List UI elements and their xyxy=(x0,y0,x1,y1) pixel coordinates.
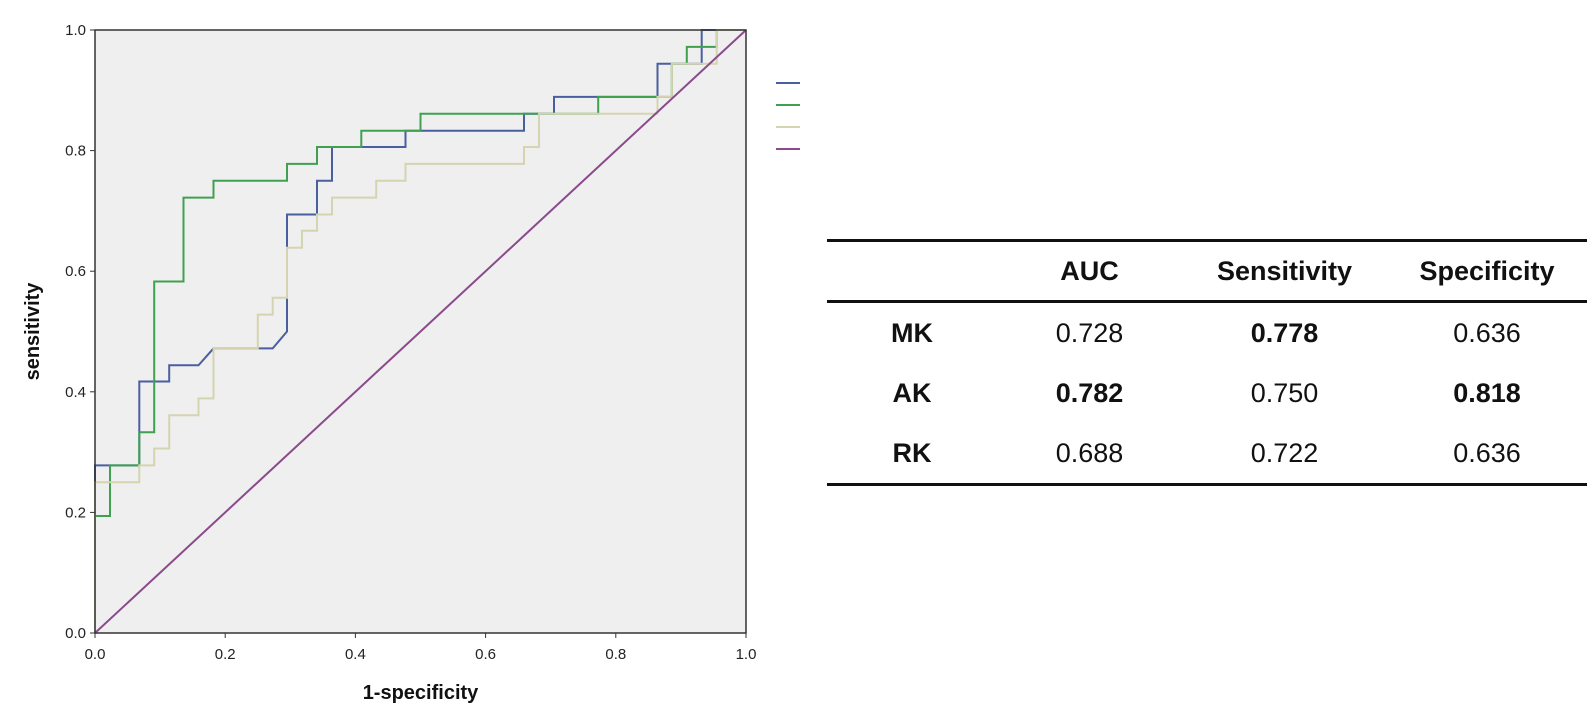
table-row: AK 0.782 0.750 0.818 xyxy=(827,363,1587,423)
y-tick-label: 0.2 xyxy=(65,504,86,521)
row-label: MK xyxy=(891,317,933,348)
sensitivity-cell: 0.778 xyxy=(1250,317,1319,348)
legend: MKAKRKline xyxy=(776,82,800,150)
sensitivity-cell: 0.722 xyxy=(1250,437,1319,468)
y-tick-label: 1.0 xyxy=(65,22,86,39)
x-tick-label: 0.6 xyxy=(475,646,496,663)
y-tick-label: 0.4 xyxy=(65,384,86,401)
auc-cell: 0.782 xyxy=(1055,377,1124,408)
row-label: RK xyxy=(892,437,932,468)
specificity-cell: 0.818 xyxy=(1453,377,1521,408)
series-layer xyxy=(94,29,747,634)
specificity-cell: 0.636 xyxy=(1453,317,1521,348)
header-specificity: Specificity xyxy=(1419,255,1555,286)
sensitivity-cell: 0.750 xyxy=(1250,377,1319,408)
specificity-cell: 0.636 xyxy=(1453,437,1521,468)
x-tick-label: 0.2 xyxy=(215,646,236,663)
header-sensitivity: Sensitivity xyxy=(1216,255,1353,286)
header-cell-empty xyxy=(827,241,997,302)
roc-line-line xyxy=(94,29,747,634)
roc-chart: 0.0 0.2 0.4 0.6 0.8 1.0 0.0 0.2 0.4 0.6 0.8 1.0 MKA… xyxy=(22,22,800,704)
metrics-table: AUC Sensitivity Specificity MK 0.728 0.7… xyxy=(827,239,1587,486)
y-tick-label: 0.6 xyxy=(65,263,86,280)
y-tick-label: 0.8 xyxy=(65,143,86,160)
auc-cell: 0.728 xyxy=(1055,317,1124,348)
table-header-row: AUC Sensitivity Specificity xyxy=(827,240,1587,302)
table-row: MK 0.728 0.778 0.636 xyxy=(827,302,1587,364)
x-tick-label: 0.0 xyxy=(85,646,106,663)
auc-cell: 0.688 xyxy=(1055,437,1124,468)
table-row: RK 0.688 0.722 0.636 xyxy=(827,423,1587,485)
header-auc: AUC xyxy=(1060,255,1119,286)
x-tick-label: 0.8 xyxy=(605,646,626,663)
y-axis-title: sensitivity xyxy=(22,282,44,381)
axis-layer: 0.0 0.2 0.4 0.6 0.8 1.0 0.0 0.2 0.4 0.6 0.8 1.0 xyxy=(65,22,756,663)
x-axis-title: 1-specificity xyxy=(363,682,479,704)
plot-frame xyxy=(94,29,747,634)
x-tick-label: 1.0 xyxy=(736,646,757,663)
x-tick-label: 0.4 xyxy=(345,646,366,663)
y-tick-label: 0.0 xyxy=(65,625,86,642)
row-label: AK xyxy=(892,377,932,408)
